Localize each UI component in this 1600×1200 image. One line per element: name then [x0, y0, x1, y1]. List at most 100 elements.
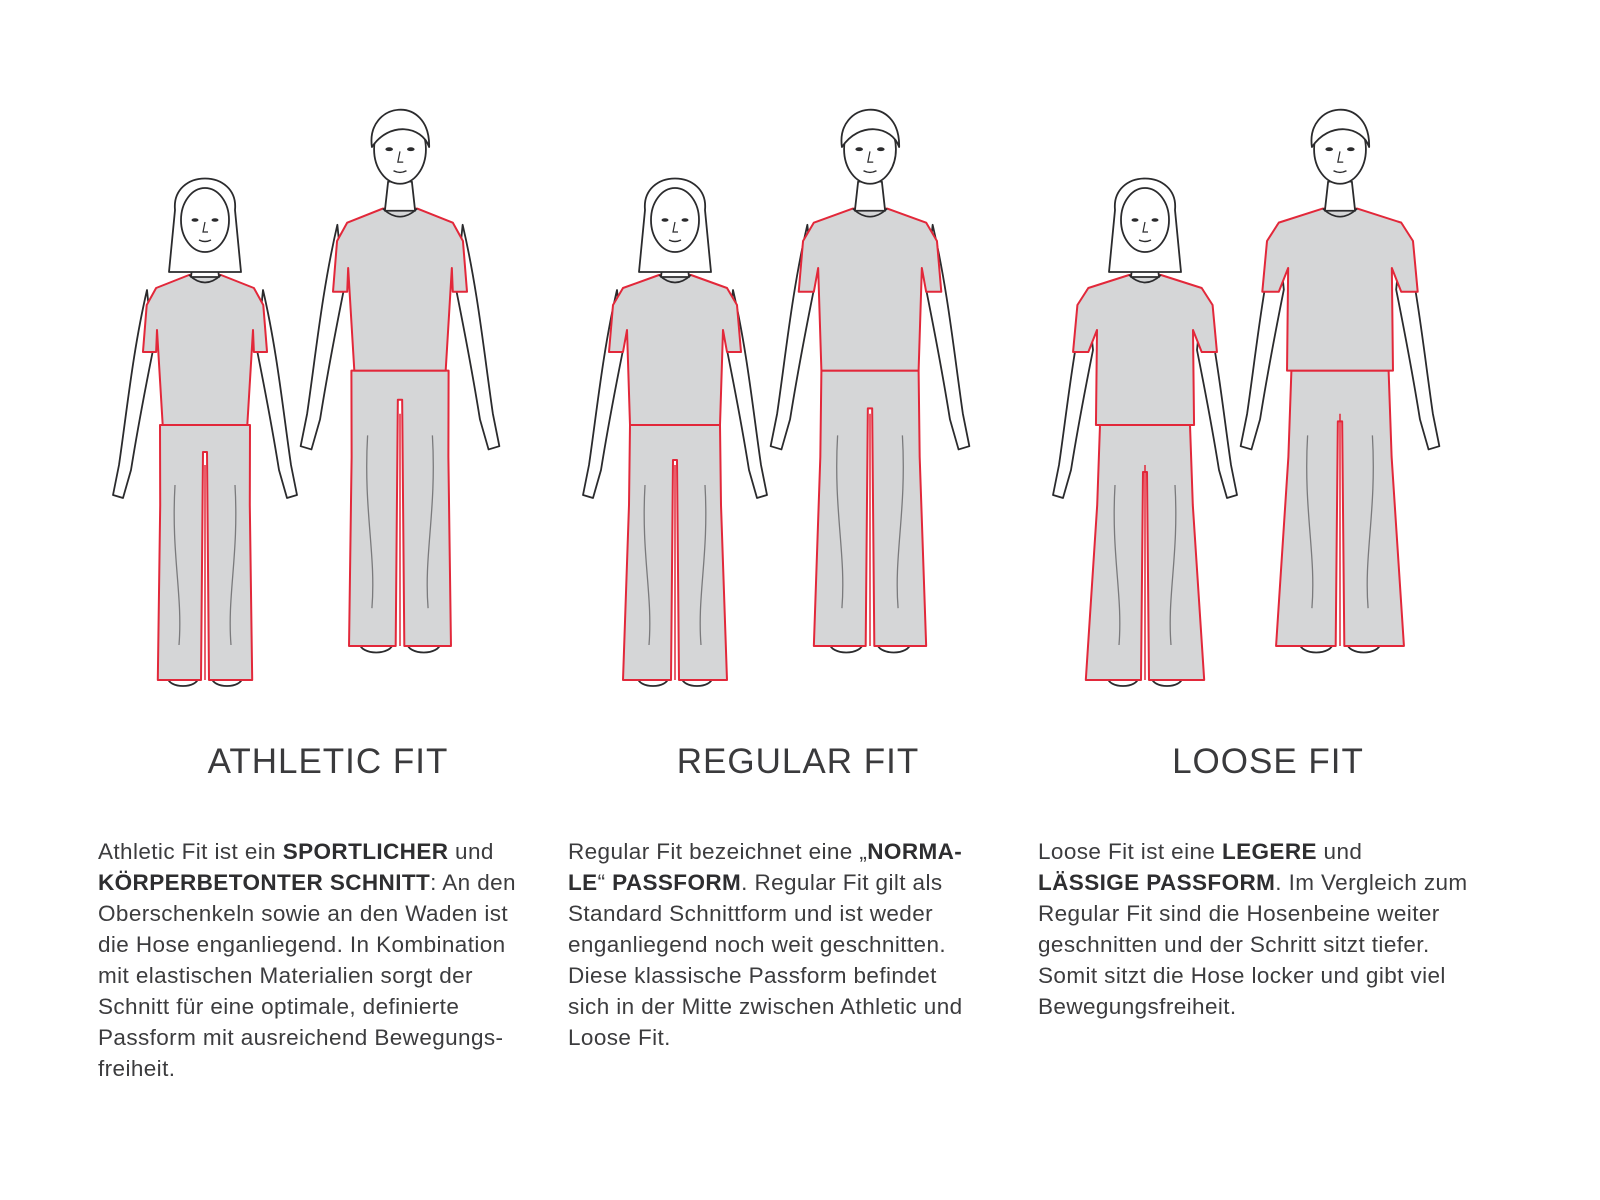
body-text: “: [597, 870, 613, 895]
loose-fit-description: Loose Fit ist eine LEGERE und LÄSSIGE PAS…: [1038, 836, 1508, 1022]
emphasis-text: KÖRPERBETONTER SCHNITT: [98, 870, 431, 895]
leg-contour: [1366, 435, 1374, 609]
body-text: Bewegungsfreiheit.: [1038, 994, 1237, 1019]
leg-contour: [1113, 484, 1121, 646]
body-text: Schnitt für eine optimale, definierte: [98, 994, 460, 1019]
description-line: Bewegungsfreiheit.: [1038, 991, 1508, 1022]
description-line: Athletic Fit ist ein SPORTLICHER und: [98, 836, 568, 867]
pants: [348, 369, 452, 647]
emphasis-text: PASSFORM: [612, 870, 742, 895]
pants: [156, 424, 254, 681]
body-text: Loose Fit ist eine: [1038, 839, 1222, 864]
description-line: die Hose enganliegend. In Kombination: [98, 929, 568, 960]
neck: [853, 180, 887, 212]
body-text: . Regular Fit gilt als: [741, 870, 943, 895]
eye: [1131, 218, 1139, 222]
regular-fit-heading: REGULAR FIT: [676, 742, 920, 781]
shirt: [331, 207, 469, 372]
shirt: [1261, 207, 1419, 372]
body-text: sich in der Mitte zwischen Athletic und: [568, 994, 963, 1019]
body-text: Passform mit ausreichend Bewegungs-: [98, 1025, 504, 1050]
hair: [1310, 108, 1371, 148]
regular-fit-description: Regular Fit bezeichnet eine „NORMA- LE“ P…: [568, 836, 1038, 1053]
eye: [407, 147, 415, 152]
description-line: Regular Fit sind die Hosenbeine weiter: [1038, 898, 1508, 929]
athletic-fit-description: Athletic Fit ist ein SPORTLICHER und KÖRP…: [98, 836, 568, 1084]
neck: [383, 180, 417, 212]
body-text: Regular Fit bezeichnet eine „: [568, 839, 868, 864]
leg-contour: [366, 435, 374, 609]
man-figure: [1239, 108, 1441, 654]
eye: [877, 147, 885, 152]
nose: [202, 221, 208, 233]
body-text: mit elastischen Materialien sorgt der: [98, 963, 473, 988]
nose: [867, 151, 874, 163]
description-line: freiheit.: [98, 1053, 568, 1084]
description-line: Regular Fit bezeichnet eine „NORMA-: [568, 836, 1038, 867]
head: [1120, 187, 1170, 253]
man-figure: [299, 108, 501, 654]
description-line: LÄSSIGE PASSFORM. Im Vergleich zum: [1038, 867, 1508, 898]
mouth: [1138, 239, 1152, 243]
eye: [191, 218, 199, 222]
body-text: . Im Vergleich zum: [1275, 870, 1468, 895]
fit-illustrations: [112, 108, 1441, 687]
description-line: Loose Fit.: [568, 1022, 1038, 1053]
body-text: enganliegend noch weit geschnitten.: [568, 932, 947, 957]
mouth: [863, 170, 877, 174]
emphasis-text: LE: [568, 870, 598, 895]
description-line: Oberschenkeln sowie an den Waden ist: [98, 898, 568, 929]
description-line: enganliegend noch weit geschnitten.: [568, 929, 1038, 960]
body-text: Diese klassische Passform befindet: [568, 963, 937, 988]
mouth: [393, 170, 407, 174]
nose: [1142, 221, 1148, 233]
fit-figures-pair: [1052, 108, 1441, 687]
shirt: [1072, 274, 1218, 426]
description-line: LE“ PASSFORM. Regular Fit gilt als: [568, 867, 1038, 898]
body-text: Regular Fit sind die Hosenbeine weiter: [1038, 901, 1440, 926]
body-text: Standard Schnittform und ist weder: [568, 901, 934, 926]
athletic-fit-heading: ATHLETIC FIT: [207, 742, 449, 781]
eye: [1151, 218, 1159, 222]
athletic-fit-section: ATHLETIC FIT Athletic Fit ist ein SPORTL…: [98, 740, 568, 1084]
leg-contour: [699, 484, 707, 646]
hair: [370, 108, 431, 148]
description-line: geschnitten und der Schritt sitzt tiefer…: [1038, 929, 1508, 960]
shirt: [797, 207, 943, 372]
eye: [681, 218, 689, 222]
description-line: Somit sitzt die Hose locker und gibt vie…: [1038, 960, 1508, 991]
body-text: Loose Fit.: [568, 1025, 671, 1050]
leg-contour: [1306, 435, 1314, 609]
description-line: Standard Schnittform und ist weder: [568, 898, 1038, 929]
body-text: Somit sitzt die Hose locker und gibt vie…: [1038, 963, 1446, 988]
mouth: [1333, 170, 1347, 174]
description-line: Loose Fit ist eine LEGERE und: [1038, 836, 1508, 867]
eye: [661, 218, 669, 222]
nose: [672, 221, 678, 233]
body-text: Athletic Fit ist ein: [98, 839, 283, 864]
emphasis-text: LÄSSIGE PASSFORM: [1038, 870, 1276, 895]
woman-figure: [582, 177, 768, 687]
leg-contour: [643, 484, 651, 646]
fit-figures-pair: [582, 108, 971, 687]
leg-contour: [173, 484, 181, 646]
shirt: [608, 274, 742, 426]
description-line: sich in der Mitte zwischen Athletic und: [568, 991, 1038, 1022]
nose: [397, 151, 404, 163]
leg-contour: [229, 484, 237, 646]
description-line: Diese klassische Passform befindet: [568, 960, 1038, 991]
description-line: Schnitt für eine optimale, definierte: [98, 991, 568, 1022]
eye: [855, 147, 863, 152]
leg-contour: [1169, 484, 1177, 646]
emphasis-text: NORMA-: [867, 839, 963, 864]
regular-fit-section: REGULAR FIT Regular Fit bezeichnet eine …: [568, 740, 1038, 1053]
eye: [1347, 147, 1355, 152]
emphasis-text: SPORTLICHER: [282, 839, 449, 864]
body-text: Oberschenkeln sowie an den Waden ist: [98, 901, 509, 926]
body-text: : An den: [430, 870, 516, 895]
loose-fit-heading: LOOSE FIT: [1172, 742, 1364, 781]
body-text: geschnitten und der Schritt sitzt tiefer…: [1038, 932, 1430, 957]
loose-fit-section: LOOSE FIT Loose Fit ist eine LEGERE und L…: [1038, 740, 1508, 1022]
leg-contour: [426, 435, 434, 609]
head: [180, 187, 230, 253]
